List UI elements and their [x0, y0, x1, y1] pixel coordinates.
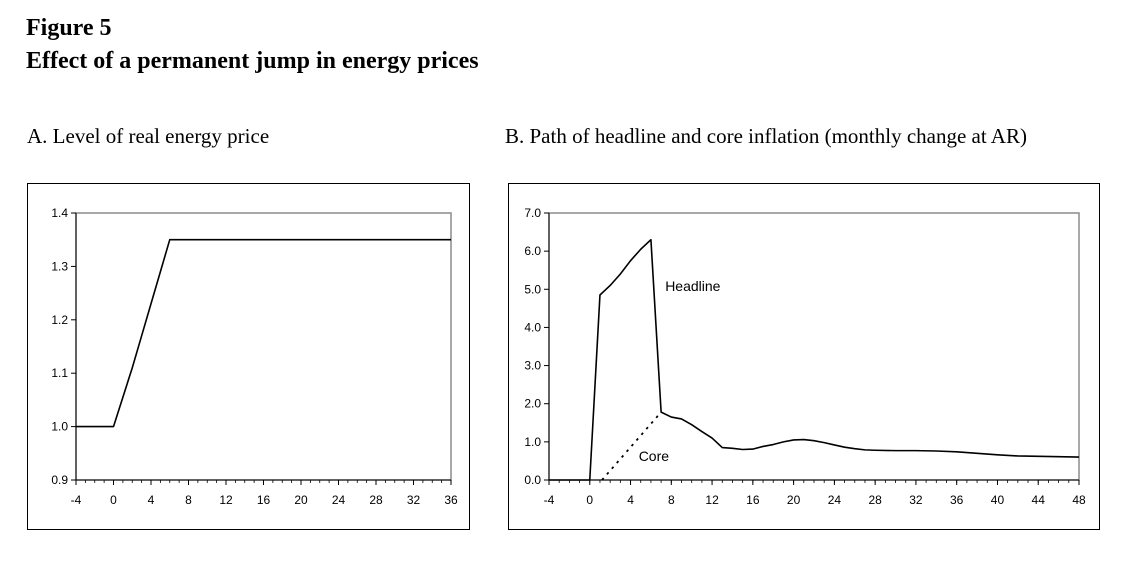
- chart-a-series-solid-line: [76, 238, 451, 428]
- chart-a-y-tick-label: 1.3: [51, 259, 68, 273]
- chart-b-x-tick-label: 8: [668, 493, 675, 507]
- chart-a-y-tick-label: 1.1: [51, 366, 68, 380]
- chart-a-y-tick-label: 1.2: [51, 313, 68, 327]
- chart-b-x-tick-label: 40: [991, 493, 1005, 507]
- chart-a-y-tick-label: 1.0: [51, 420, 68, 434]
- chart-b-x-tick-label: 20: [787, 493, 801, 507]
- chart-b-x-tick-label: 4: [627, 493, 634, 507]
- chart-b-x-tick-label: 24: [828, 493, 842, 507]
- panel-a-title: A. Level of real energy price: [27, 124, 270, 148]
- chart-b-x-tick-label: 44: [1032, 493, 1046, 507]
- chart-b-x-tick-label: 48: [1072, 493, 1086, 507]
- chart-a-x-tick-label: 4: [148, 493, 155, 507]
- chart-b-y-tick-label: 2.0: [524, 397, 541, 411]
- chart-a-plot-frame: [75, 212, 452, 481]
- chart-b-y-tick-label: 1.0: [524, 435, 541, 449]
- chart-a-x-tick-label: 24: [332, 493, 346, 507]
- chart-a-x-tick-label: 12: [219, 493, 233, 507]
- chart-a-y-tick-label: 1.4: [51, 206, 68, 220]
- chart-b-annotation-headline: Headline: [665, 278, 720, 294]
- chart-a-frame: 0.9 1.0 1.1 1.2 1.3 1.4 -4 0 4 8 12 16 20 24 28 32 36: [27, 183, 470, 530]
- chart-b-x-tick-label: 12: [705, 493, 719, 507]
- chart-b-y-tick-label: 6.0: [524, 244, 541, 258]
- chart-a-plot: 0.9 1.0 1.1 1.2 1.3 1.4 -4 0 4 8 12 16 20 24 28 32 36: [51, 206, 458, 507]
- chart-b-y-tick-label: 3.0: [524, 359, 541, 373]
- chart-b-frame: 0.0 1.0 2.0 3.0 4.0 5.0 6.0 7.0 -4 0 4 8 12 16 20 24 28 3…: [508, 183, 1100, 530]
- chart-a-x-tick-label: 20: [294, 493, 308, 507]
- chart-b-x-tick-label: 16: [746, 493, 760, 507]
- chart-b-annotation-core: Core: [639, 448, 670, 464]
- chart-b-y-tick-label: 5.0: [524, 282, 541, 296]
- chart-b-x-tick-label: 0: [586, 493, 593, 507]
- chart-a-x-tick-label: -4: [71, 493, 82, 507]
- chart-a-x-tick-label: 8: [185, 493, 192, 507]
- chart-b-plot: 0.01.02.03.04.05.06.07.0-4 0 4 8 12 16 20 24 28 3…: [524, 206, 1086, 507]
- figure-title: Effect of a permanent jump in energy pri…: [26, 48, 479, 74]
- chart-b-x-tick-label: 36: [950, 493, 964, 507]
- chart-b-y-tick-label: 7.0: [524, 206, 541, 220]
- chart-a-x-tick-label: 0: [110, 493, 117, 507]
- chart-a-x-tick-label: 36: [444, 493, 458, 507]
- chart-b-series-dotted-line: [601, 411, 662, 481]
- chart-b-y-tick-label: 0.0: [524, 473, 541, 487]
- chart-b-series-solid-line: [549, 238, 1080, 481]
- chart-b-x-tick-label: 28: [868, 493, 882, 507]
- chart-a-x-tick-label: 28: [369, 493, 383, 507]
- chart-b-x-tick-label: 32: [909, 493, 923, 507]
- chart-b-x-tick-label: -4: [544, 493, 555, 507]
- chart-a-x-tick-label: 32: [407, 493, 421, 507]
- figure-number: Figure 5: [26, 15, 112, 41]
- chart-a-x-tick-label: 16: [257, 493, 271, 507]
- panel-b-title: B. Path of headline and core inflation (…: [505, 124, 1027, 148]
- chart-a-y-tick-label: 0.9: [51, 473, 68, 487]
- chart-b-y-tick-label: 4.0: [524, 320, 541, 334]
